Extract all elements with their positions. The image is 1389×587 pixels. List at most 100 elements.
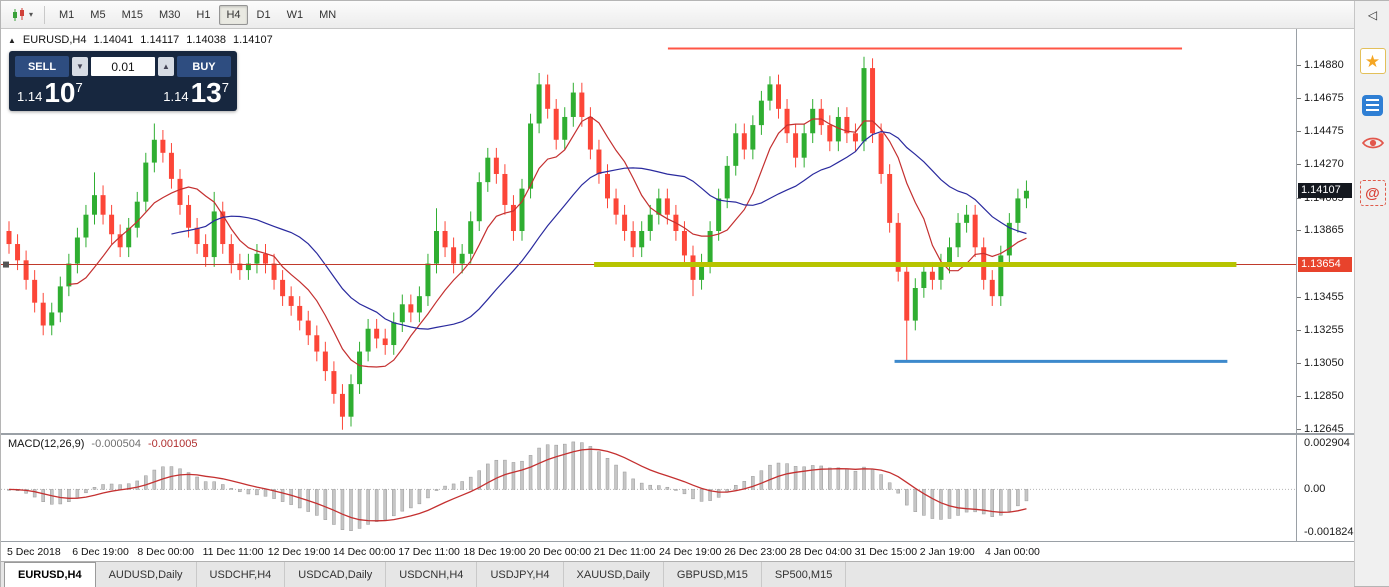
- one-click-trading-panel: SELL ▼ 0.01 ▲ BUY 1.14 10 7 1.14: [9, 51, 237, 111]
- top-toolbar: ▾ M1 M5 M15 M30 H1 H4 D1 W1 MN: [1, 1, 1354, 29]
- volume-increase-button[interactable]: ▲: [158, 57, 174, 76]
- chart-tab-usdchf-h4[interactable]: USDCHF,H4: [197, 562, 286, 587]
- price-tick-mark: [1297, 362, 1301, 364]
- bid-price-big: 10: [44, 77, 76, 108]
- time-axis[interactable]: 5 Dec 2018 6 Dec 19:00 8 Dec 00:00 11 Dec 1…: [1, 541, 1354, 561]
- ohlc-low: 1.14038: [186, 34, 226, 46]
- toolbar-separator: [44, 5, 46, 24]
- bid-price-prefix: 1.14: [17, 89, 43, 104]
- time-axis-label: 5 Dec 2018: [7, 546, 61, 558]
- price-tick-mark: [1297, 230, 1301, 232]
- macd-signal-line: [8, 448, 1027, 522]
- chart-tab-usdcnh-h4[interactable]: USDCNH,H4: [386, 562, 478, 587]
- ask-price-sup: 7: [221, 80, 229, 95]
- chart-tab-bar: EURUSD,H4 AUDUSD,Daily USDCHF,H4 USDCAD,Dai…: [1, 561, 1354, 587]
- price-tick-label: 1.14880: [1304, 58, 1344, 71]
- macd-row: MACD(12,26,9) -0.000504 -0.001005 0.0029…: [1, 433, 1354, 541]
- timeframe-button-h4[interactable]: H4: [219, 4, 248, 25]
- candlestick-chart: [1, 47, 1296, 430]
- price-tick-mark: [1297, 395, 1301, 397]
- ohlc-close: 1.14107: [232, 34, 273, 46]
- timeframe-button-h1[interactable]: H1: [196, 8, 211, 21]
- macd-title: MACD(12,26,9): [8, 438, 85, 450]
- favorites-button[interactable]: ★: [1359, 48, 1386, 74]
- timeframe-buttons: M1 M5 M15 M30 H1 H4 D1 W1 MN: [52, 4, 343, 25]
- volume-input[interactable]: 0.01: [91, 57, 155, 76]
- chart-tab-usdjpy-h4[interactable]: USDJPY,H4: [477, 562, 564, 587]
- buy-button[interactable]: BUY: [177, 56, 231, 77]
- price-axis[interactable]: 1.14107 1.13654 1.14880 1.14675 1.14475 1.1…: [1296, 29, 1354, 433]
- chart-type-button[interactable]: ▾: [7, 6, 37, 24]
- main-column: ▾ M1 M5 M15 M30 H1 H4 D1 W1 MN ▲ EURUSD,H4 1.140…: [1, 1, 1354, 587]
- trade-panel-prices: 1.14 10 7 1.14 13 7: [15, 79, 231, 107]
- price-tick-mark: [1297, 130, 1301, 132]
- ask-price-prefix: 1.14: [163, 89, 189, 104]
- trade-panel-controls: SELL ▼ 0.01 ▲ BUY: [15, 56, 231, 77]
- chart-tab-xauusd-daily[interactable]: XAUUSD,Daily: [564, 562, 664, 587]
- candles: [6, 56, 1029, 430]
- macd-chart: [1, 441, 1296, 531]
- news-panel-button[interactable]: [1360, 92, 1386, 118]
- time-axis-label: 8 Dec 00:00: [137, 546, 195, 558]
- time-axis-label: 14 Dec 00:00: [333, 546, 396, 558]
- timeframe-button-mn[interactable]: MN: [319, 8, 337, 21]
- eye-icon: [1361, 137, 1384, 149]
- level-line-thin-marker[interactable]: [3, 261, 9, 268]
- timeframe-button-m1[interactable]: M1: [59, 8, 75, 21]
- macd-plot[interactable]: MACD(12,26,9) -0.000504 -0.001005: [1, 435, 1296, 541]
- timeframe-button-d1[interactable]: D1: [256, 8, 271, 21]
- price-chart-plot[interactable]: ▲ EURUSD,H4 1.14041 1.14117 1.14038 1.14…: [1, 29, 1296, 433]
- mention-button[interactable]: @: [1359, 180, 1386, 206]
- timeframe-button-m30[interactable]: M30: [158, 8, 181, 21]
- price-tick-mark: [1297, 98, 1301, 100]
- time-axis-label: 18 Dec 19:00: [463, 546, 526, 558]
- chart-type-dropdown-arrow[interactable]: ▾: [29, 10, 34, 19]
- bid-price: 1.14 10 7: [17, 79, 83, 107]
- price-tick-mark: [1297, 296, 1301, 298]
- ma-slow: [171, 130, 1027, 330]
- price-tick-label: 1.13865: [1304, 224, 1344, 237]
- star-icon: ★: [1364, 51, 1381, 71]
- macd-header: MACD(12,26,9) -0.000504 -0.001005: [8, 438, 198, 450]
- chart-tab-gbpusd-m15[interactable]: GBPUSD,M15: [664, 562, 762, 587]
- price-tick-label: 1.14475: [1304, 124, 1344, 137]
- chart-tab-eurusd-h4[interactable]: EURUSD,H4: [4, 562, 96, 587]
- chart-ohlc-header: ▲ EURUSD,H4 1.14041 1.14117 1.14038 1.14…: [8, 34, 273, 46]
- collapse-sidebar-icon[interactable]: ◁: [1367, 8, 1378, 22]
- macd-histogram: [7, 441, 1029, 531]
- macd-axis-zero: 0.00: [1304, 483, 1326, 496]
- price-tick-mark: [1297, 428, 1301, 430]
- price-tick-label: 1.12850: [1304, 389, 1344, 402]
- volume-decrease-button[interactable]: ▼: [72, 57, 88, 76]
- ohlc-high: 1.14117: [140, 34, 180, 46]
- price-tick-label: 1.14270: [1304, 158, 1344, 171]
- timeframe-button-w1[interactable]: W1: [286, 8, 304, 21]
- macd-axis[interactable]: 0.002904 0.00 -0.001824: [1296, 435, 1354, 541]
- macd-signal-value: -0.001005: [147, 438, 198, 450]
- panel-expand-arrow[interactable]: ▲: [8, 36, 16, 45]
- marked-price-badge: 1.13654: [1298, 256, 1352, 272]
- price-tick-mark: [1297, 329, 1301, 331]
- chart-tab-sp500-m15[interactable]: SP500,M15: [762, 562, 847, 587]
- price-tick-label: 1.13255: [1304, 323, 1344, 336]
- watch-button[interactable]: [1360, 130, 1386, 156]
- price-tick-mark: [1297, 164, 1301, 166]
- time-axis-label: 31 Dec 15:00: [854, 546, 918, 558]
- timeframe-button-m5[interactable]: M5: [90, 8, 106, 21]
- chart-tab-audusd-daily[interactable]: AUDUSD,Daily: [96, 562, 197, 587]
- time-axis-label: 4 Jan 00:00: [985, 546, 1040, 558]
- ask-price: 1.14 13 7: [163, 79, 229, 107]
- chart-tab-usdcad-daily[interactable]: USDCAD,Daily: [285, 562, 387, 587]
- ask-price-big: 13: [190, 77, 222, 108]
- time-axis-label: 6 Dec 19:00: [72, 546, 129, 558]
- time-axis-label: 11 Dec 11:00: [202, 546, 264, 558]
- sell-button[interactable]: SELL: [15, 56, 69, 77]
- ohlc-open: 1.14041: [93, 34, 134, 46]
- time-axis-label: 17 Dec 11:00: [398, 546, 460, 558]
- macd-axis-min: -0.001824: [1304, 526, 1354, 538]
- timeframe-button-m15[interactable]: M15: [121, 8, 143, 21]
- macd-axis-max: 0.002904: [1304, 437, 1350, 449]
- time-axis-label: 21 Dec 11:00: [593, 546, 656, 558]
- candlestick-chart-icon: [13, 7, 24, 21]
